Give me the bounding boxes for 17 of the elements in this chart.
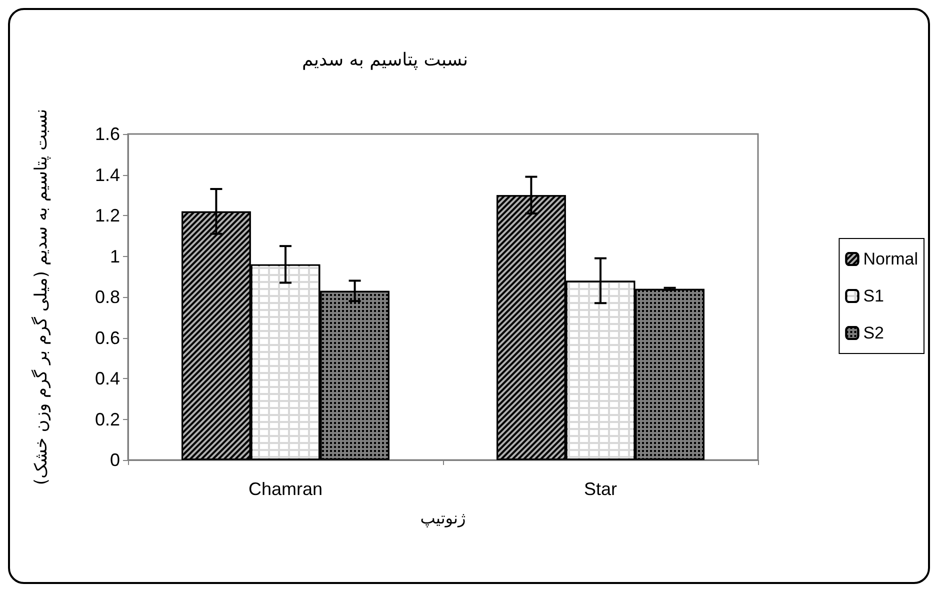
y-tick-label: 1 [110,246,120,266]
y-axis-title: نسبت پتاسیم به سدیم (میلی گرم بر گرم وزن خشک) [30,108,52,486]
chart-title: نسبت پتاسیم به سدیم [302,50,468,70]
y-tick-label: 0.4 [94,368,120,388]
y-tick-label: 1.2 [94,206,120,226]
y-tick-label: 1.4 [94,164,120,185]
x-tick-label: Star [584,479,618,499]
legend-label: S2 [863,324,884,342]
y-tick-label: 0.6 [94,328,120,348]
y-tick-label: 0 [110,450,120,470]
legend-label: S1 [863,286,884,306]
legend-label: Normal [863,250,918,268]
y-tick-label: 0.2 [94,409,120,430]
y-tick-label: 1.6 [94,124,120,144]
y-tick-label: 0.8 [94,287,120,307]
x-tick-label: Chamran [248,479,323,499]
x-axis-title: ژنوتیپ [420,508,466,528]
